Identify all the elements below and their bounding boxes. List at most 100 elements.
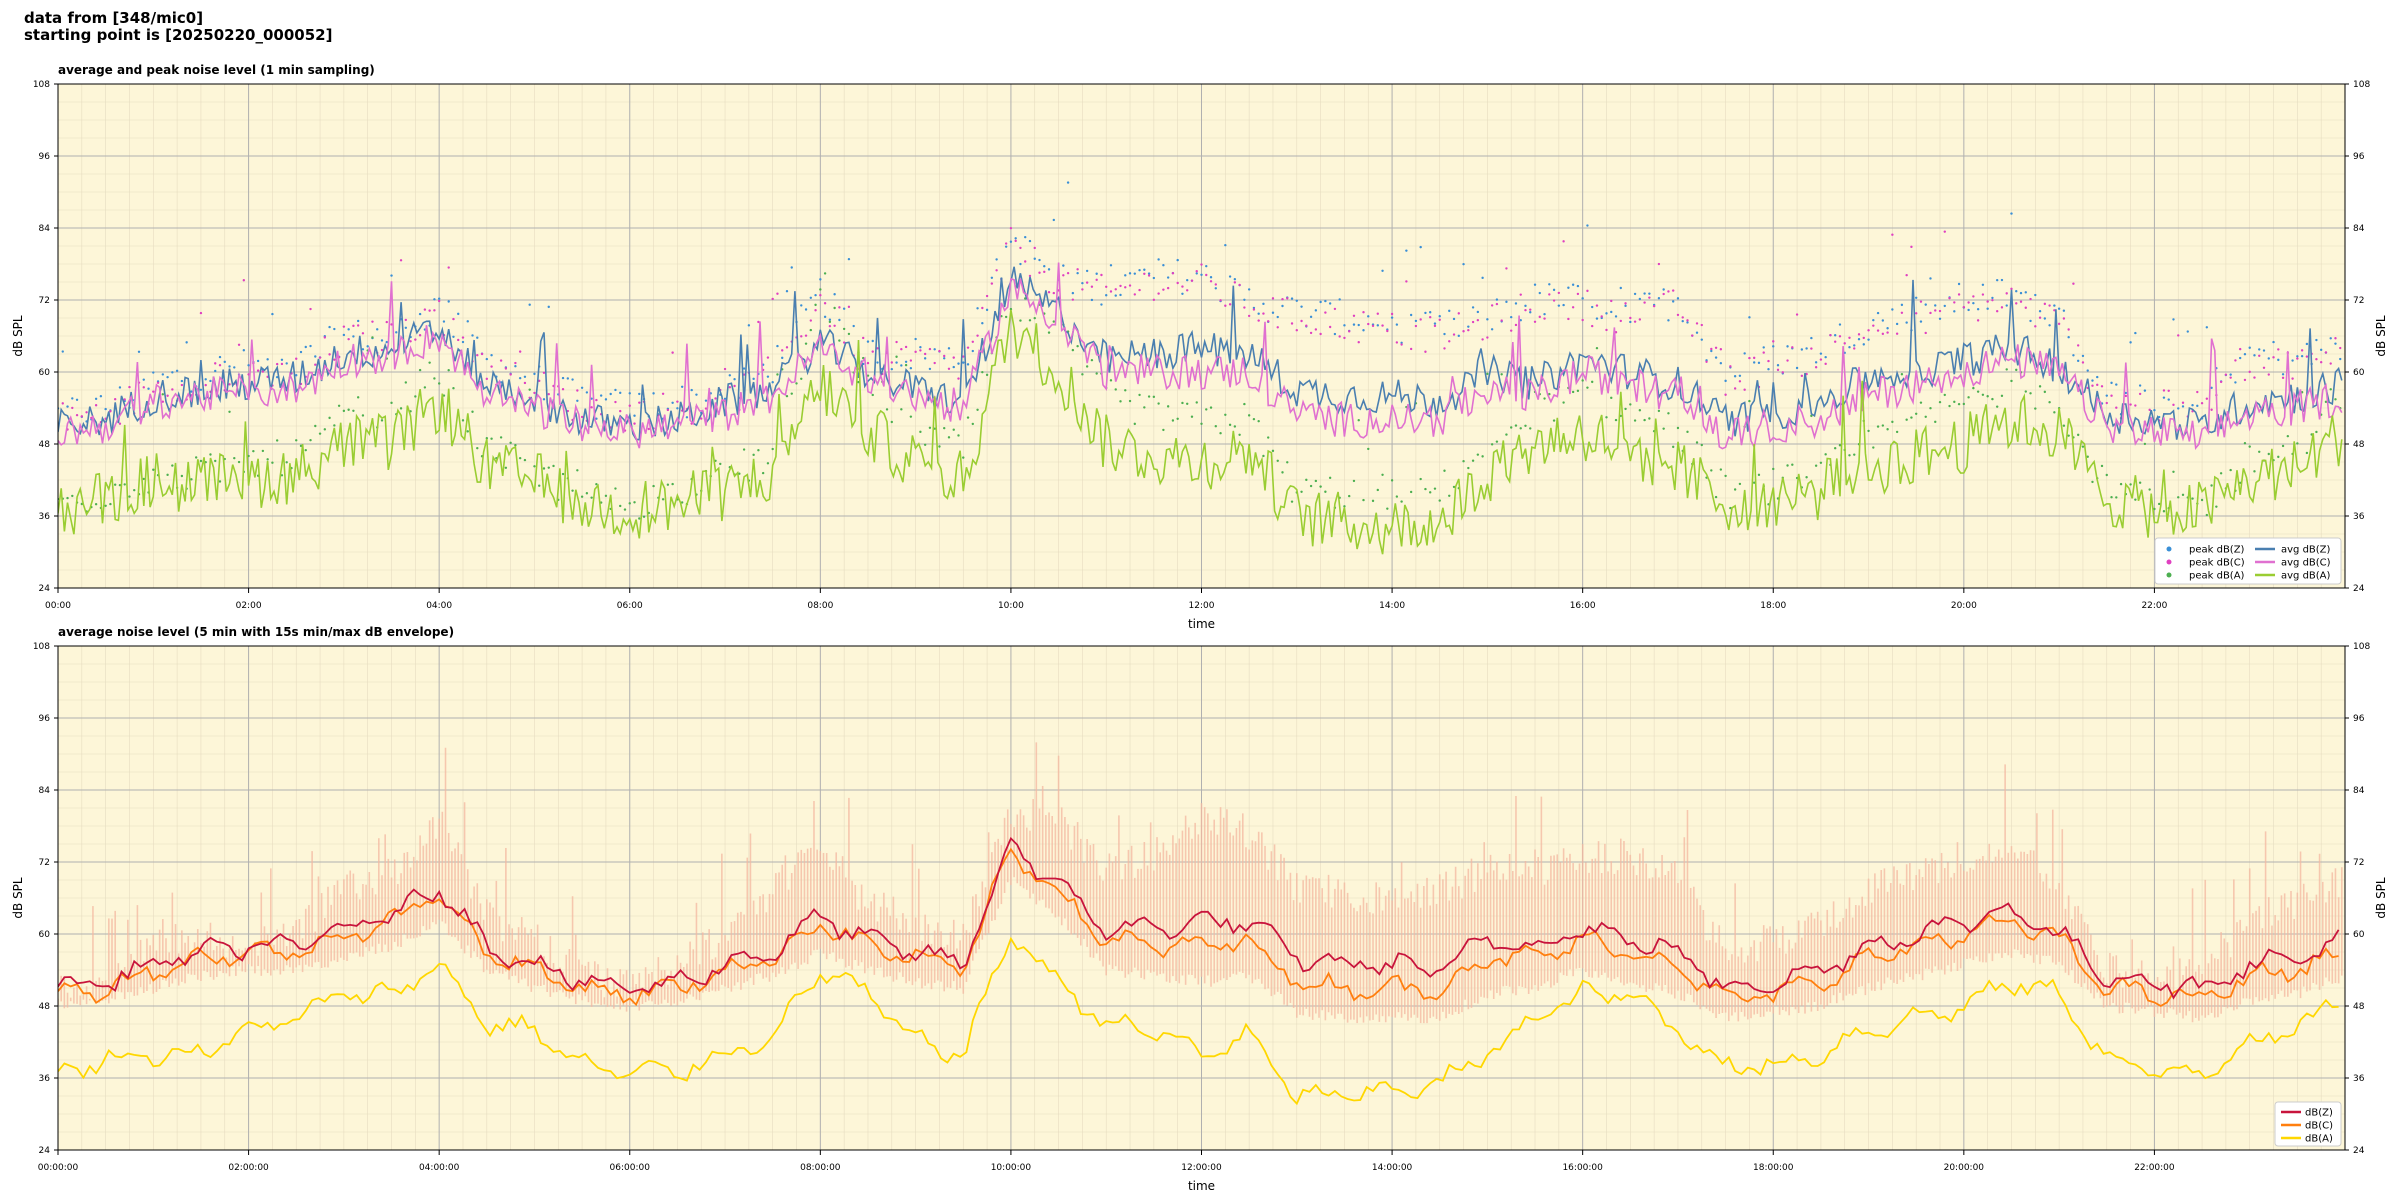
peak-c-point bbox=[342, 325, 346, 328]
peak-c-point bbox=[152, 390, 155, 393]
peak-a-point bbox=[1867, 429, 1870, 433]
peak-z-point bbox=[285, 362, 288, 365]
peak-z-point bbox=[1195, 272, 1198, 275]
peak-c-point bbox=[1305, 324, 1308, 327]
peak-c-point bbox=[509, 373, 512, 376]
avg-a-line bbox=[58, 309, 2343, 555]
peak-z-point bbox=[1724, 379, 1727, 383]
peak-z-point bbox=[561, 376, 565, 380]
x-axis-label: time bbox=[1188, 1179, 1215, 1193]
peak-a-point bbox=[1657, 409, 1661, 413]
peak-z-point bbox=[1995, 278, 1999, 282]
peak-z-point bbox=[104, 407, 107, 411]
peak-a-point bbox=[971, 422, 974, 426]
peak-z-point bbox=[1538, 291, 1541, 295]
peak-c-point bbox=[1462, 330, 1465, 333]
peak-a-point bbox=[757, 448, 760, 452]
peak-c-point bbox=[776, 292, 779, 295]
peak-z-point bbox=[476, 336, 479, 339]
peak-z-point bbox=[1752, 361, 1756, 364]
peak-z-point bbox=[1147, 272, 1151, 275]
peak-c-point bbox=[757, 320, 760, 324]
peak-z-point bbox=[404, 326, 408, 330]
peak-c-point bbox=[1343, 336, 1346, 340]
peak-z-point bbox=[1733, 375, 1737, 378]
peak-a-point bbox=[1171, 419, 1175, 422]
peak-a-point bbox=[1614, 418, 1618, 422]
peak-c-point bbox=[1085, 281, 1089, 284]
peak-c-point bbox=[2219, 380, 2223, 384]
peak-a-point bbox=[1476, 453, 1480, 456]
peak-c-point bbox=[1686, 319, 1689, 322]
peak-c-point bbox=[1143, 272, 1146, 275]
peak-z-point bbox=[395, 331, 398, 334]
peak-z-point bbox=[1476, 310, 1480, 314]
peak-c-point bbox=[1495, 302, 1499, 306]
peak-z-point bbox=[728, 374, 732, 377]
peak-z-point bbox=[1471, 306, 1475, 309]
peak-c-point bbox=[733, 384, 736, 388]
peak-c-point bbox=[1953, 301, 1956, 304]
x-tick-label: 12:00 bbox=[1189, 601, 1215, 611]
peak-z-point bbox=[2048, 324, 2051, 327]
peak-c-point bbox=[1524, 308, 1527, 312]
peak-z-point bbox=[1457, 334, 1460, 338]
peak-z-point bbox=[1529, 311, 1532, 314]
peak-a-point bbox=[218, 480, 222, 483]
peak-z-point bbox=[966, 363, 970, 366]
peak-a-point bbox=[590, 496, 593, 499]
peak-c-point bbox=[985, 294, 989, 298]
legend-entry: peak dB(C) bbox=[2189, 558, 2245, 569]
peak-c-point bbox=[476, 354, 479, 357]
peak-a-point bbox=[2162, 510, 2166, 513]
peak-c-point bbox=[1610, 299, 1613, 303]
peak-a-point bbox=[838, 339, 841, 342]
peak-c-point bbox=[2300, 349, 2304, 352]
peak-c-point bbox=[1190, 279, 1194, 282]
peak-z-point bbox=[1362, 329, 1365, 332]
peak-a-point bbox=[652, 484, 655, 488]
peak-z-point bbox=[2253, 354, 2256, 357]
peak-c-point bbox=[700, 417, 703, 420]
peak-z-point bbox=[2124, 391, 2128, 395]
peak-z-point bbox=[1648, 292, 1651, 295]
peak-c-point bbox=[2076, 344, 2080, 347]
peak-z-point bbox=[1981, 283, 1985, 286]
peak-a-point bbox=[447, 368, 450, 372]
peak-a-point bbox=[1548, 392, 1551, 396]
y-axis-label-right: dB SPL bbox=[2374, 315, 2388, 357]
peak-z-point bbox=[299, 350, 303, 354]
peak-z-point bbox=[742, 367, 746, 370]
peak-c-point bbox=[2029, 297, 2032, 301]
peak-a-point bbox=[2191, 497, 2194, 500]
y-tick-label-right: 48 bbox=[2353, 1002, 2365, 1012]
legend-marker bbox=[2166, 572, 2172, 578]
peak-z-point bbox=[61, 350, 64, 353]
peak-c-point bbox=[766, 356, 770, 359]
peak-z-point bbox=[1881, 319, 1885, 322]
peak-z-point bbox=[271, 312, 274, 316]
peak-c-point bbox=[1286, 297, 1289, 300]
peak-a-point bbox=[1133, 422, 1136, 426]
peak-z-point bbox=[1567, 286, 1570, 289]
peak-c-point bbox=[866, 361, 870, 365]
legend: peak dB(Z) peak dB(C) peak dB(A) avg dB(Z) a… bbox=[2154, 537, 2342, 585]
peak-z-point bbox=[1038, 258, 1041, 262]
peak-z-point bbox=[1043, 265, 1046, 268]
peak-a-point bbox=[2315, 430, 2318, 434]
peak-c-point bbox=[1457, 312, 1460, 315]
peak-c-point bbox=[2172, 403, 2175, 407]
peak-a-point bbox=[2258, 450, 2261, 453]
peak-a-point bbox=[823, 272, 827, 275]
peak-c-point bbox=[1124, 286, 1127, 289]
peak-z-point bbox=[2172, 318, 2175, 321]
peak-a-point bbox=[1195, 401, 1198, 404]
peak-z-point bbox=[1814, 361, 1818, 364]
peak-c-point bbox=[1581, 318, 1584, 322]
peak-c-point bbox=[2048, 304, 2051, 307]
peak-c-point bbox=[1514, 323, 1518, 327]
peak-a-point bbox=[800, 377, 803, 380]
peak-z-point bbox=[1714, 356, 1718, 359]
peak-c-point bbox=[480, 352, 484, 356]
peak-a-point bbox=[304, 448, 307, 452]
